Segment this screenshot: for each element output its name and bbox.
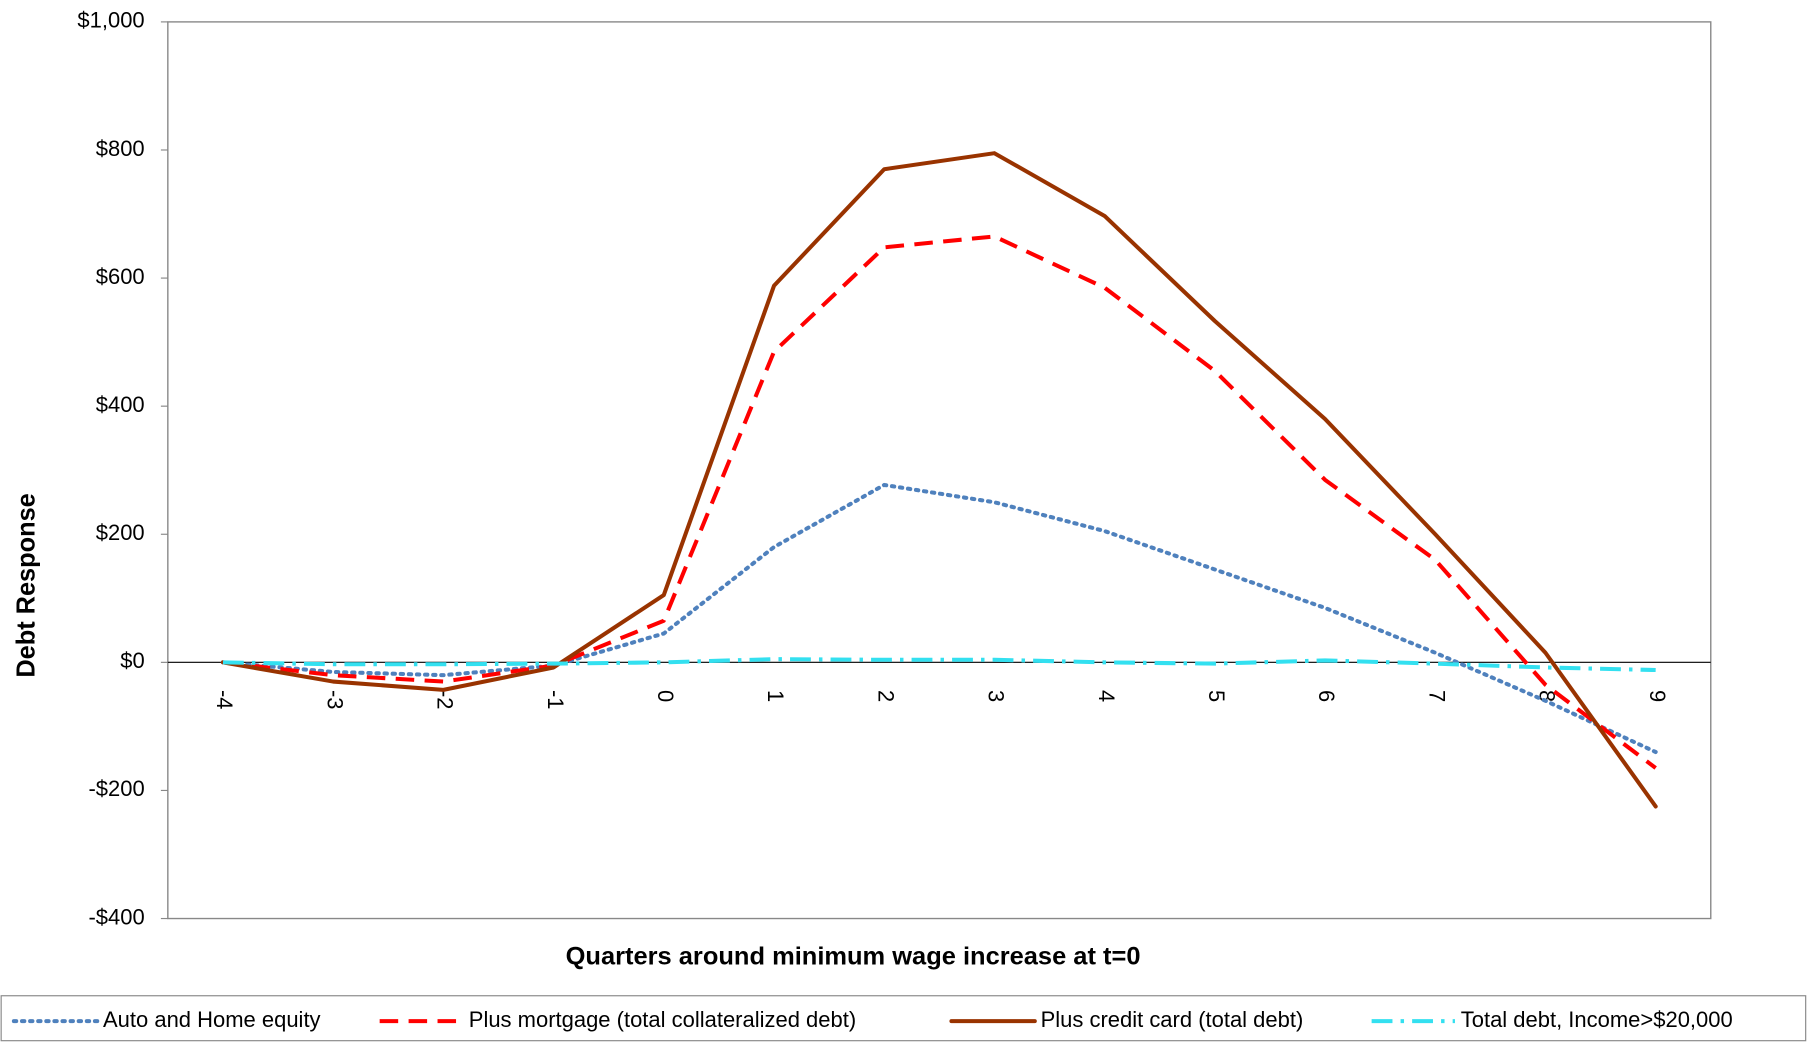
x-tick-label: -4 <box>212 690 237 709</box>
line-series <box>220 151 1658 809</box>
x-tick-label: 5 <box>1204 690 1229 702</box>
y-tick-label: -$400 <box>88 904 144 929</box>
x-tick-label: 3 <box>984 690 1009 702</box>
legend-label: Plus mortgage (total collateralized debt… <box>469 1007 856 1032</box>
line-series <box>222 657 1656 673</box>
legend-label: Plus credit card (total debt) <box>1041 1007 1304 1032</box>
y-tick-label: $400 <box>96 392 145 417</box>
line-series <box>220 482 1658 755</box>
line-series <box>222 234 1657 770</box>
y-tick-label: -$200 <box>88 776 144 801</box>
x-axis-title: Quarters around minimum wage increase at… <box>566 942 1141 970</box>
x-tick-label: -1 <box>543 690 568 709</box>
y-tick-label: $0 <box>120 648 144 673</box>
y-tick-label: $200 <box>96 520 145 545</box>
y-tick-label: $600 <box>96 264 145 289</box>
legend-label: Total debt, Income>$20,000 <box>1461 1007 1733 1032</box>
legend-box <box>0 995 1807 1042</box>
x-tick-label: -3 <box>322 690 347 709</box>
y-tick-label: $1,000 <box>77 8 144 33</box>
plot-area <box>167 21 1712 920</box>
x-tick-label: 1 <box>763 690 788 702</box>
x-tick-label: 9 <box>1645 690 1670 702</box>
y-axis-title: Debt Response <box>12 493 40 677</box>
legend-label: Auto and Home equity <box>103 1007 321 1032</box>
x-tick-label: -2 <box>433 690 458 709</box>
y-tick-label: $800 <box>96 136 145 161</box>
x-tick-label: 0 <box>653 690 678 702</box>
x-tick-label: 7 <box>1424 690 1449 702</box>
x-tick-label: 4 <box>1094 690 1119 702</box>
x-tick-label: 6 <box>1314 690 1339 702</box>
x-tick-label: 2 <box>873 690 898 702</box>
